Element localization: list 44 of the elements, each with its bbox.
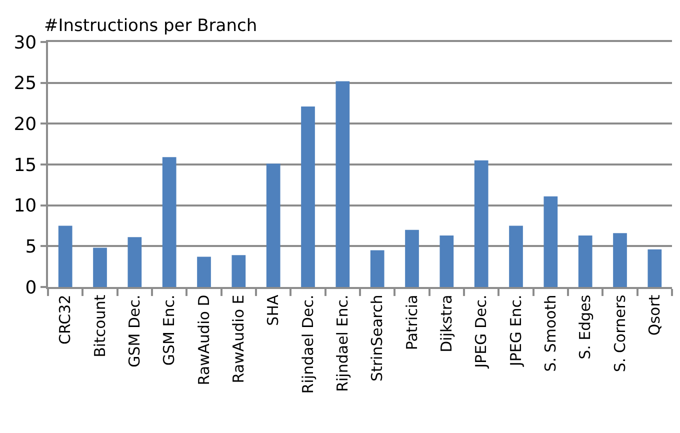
x-tick-label: S. Corners [610, 294, 629, 372]
y-tick-label: 5 [25, 236, 37, 258]
bar [509, 226, 523, 287]
y-tick-label: 20 [14, 114, 37, 135]
y-tick-label: 25 [14, 73, 37, 94]
bar [405, 230, 419, 287]
x-tick-label: Rijndael Enc. [334, 294, 352, 392]
bar [370, 250, 384, 287]
x-tick-label: JPEG Enc. [506, 294, 525, 368]
x-tick-label: S. Edges [576, 294, 594, 360]
bar [648, 249, 662, 287]
bar [58, 226, 72, 287]
x-tick-label: GSM Dec. [126, 294, 144, 368]
x-tick-label: Rijndael Dec. [298, 294, 317, 394]
bar [128, 237, 142, 287]
x-tick-label: Patricia [402, 294, 421, 350]
bar [578, 236, 592, 287]
x-tick-label: S. Smooth [542, 294, 560, 372]
x-tick-label: GSM Enc. [160, 294, 178, 366]
bar [197, 256, 211, 287]
x-tick-label: Qsort [646, 294, 664, 336]
bar [232, 255, 246, 287]
x-tick-label: StrinSearch [368, 294, 386, 382]
bar [93, 248, 107, 287]
x-tick-label: RawAudio E [230, 294, 248, 384]
bar [301, 106, 315, 287]
x-tick-label: SHA [264, 294, 282, 326]
x-tick-label: JPEG Dec. [472, 294, 490, 369]
bar [162, 157, 176, 287]
y-tick-label: 0 [25, 277, 37, 298]
bar [544, 196, 558, 287]
y-tick-label: 10 [14, 196, 37, 217]
bar [613, 233, 627, 287]
x-tick-label: CRC32 [56, 294, 74, 344]
bar [440, 236, 454, 287]
y-axis-title: #Instructions per Branch [44, 16, 258, 36]
x-tick-label: Dijkstra [438, 294, 456, 352]
y-tick-label: 15 [14, 154, 37, 176]
bar [266, 164, 280, 287]
bar [474, 160, 488, 287]
bar [336, 81, 350, 287]
y-tick-label: 30 [14, 32, 37, 54]
x-tick-label: Bitcount [90, 294, 109, 358]
x-tick-label: RawAudio D [194, 294, 213, 386]
